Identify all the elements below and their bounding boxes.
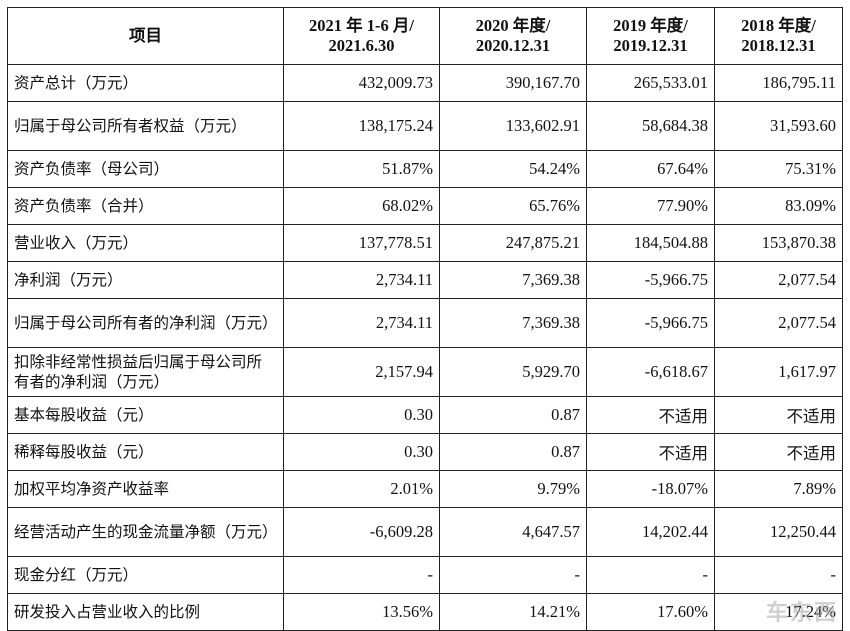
cell-2021h1: 2,157.94 [283,347,440,397]
cell-2020: 7,369.38 [439,298,587,348]
row-label: 扣除非经常性损益后归属于母公司所有者的净利润（万元） [7,347,284,397]
cell-2020: 14.21% [439,593,587,631]
cell-2018: 31,593.60 [714,101,843,151]
cell-2021h1: - [283,556,440,594]
cell-2018: 不适用 [714,433,843,471]
table-row: 扣除非经常性损益后归属于母公司所有者的净利润（万元） 2,157.94 5,92… [7,347,843,397]
row-label: 归属于母公司所有者的净利润（万元） [7,298,284,348]
cell-2020: 54.24% [439,150,587,188]
table-row: 资产负债率（母公司） 51.87% 54.24% 67.64% 75.31% [7,150,843,188]
table-row: 资产负债率（合并） 68.02% 65.76% 77.90% 83.09% [7,187,843,225]
cell-2019: - [586,556,715,594]
row-label: 净利润（万元） [7,261,284,299]
cell-2019: 17.60% [586,593,715,631]
cell-2020: 5,929.70 [439,347,587,397]
cell-2020: 390,167.70 [439,64,587,102]
cell-2019: 265,533.01 [586,64,715,102]
row-label: 归属于母公司所有者权益（万元） [7,101,284,151]
header-2018: 2018 年度/ 2018.12.31 [714,7,843,65]
cell-2020: 133,602.91 [439,101,587,151]
table-row: 归属于母公司所有者权益（万元） 138,175.24 133,602.91 58… [7,101,843,151]
cell-2018: 17.24% [714,593,843,631]
cell-2018: 75.31% [714,150,843,188]
row-label: 资产负债率（合并） [7,187,284,225]
cell-2018: 186,795.11 [714,64,843,102]
cell-2019: -5,966.75 [586,261,715,299]
cell-2018: 83.09% [714,187,843,225]
cell-2021h1: 432,009.73 [283,64,440,102]
table-row: 现金分红（万元） - - - - [7,556,843,594]
cell-2019: -6,618.67 [586,347,715,397]
row-label: 研发投入占营业收入的比例 [7,593,284,631]
cell-2019: -18.07% [586,470,715,508]
header-item: 项目 [7,7,284,65]
cell-2019: -5,966.75 [586,298,715,348]
cell-2018: 2,077.54 [714,261,843,299]
cell-2019: 184,504.88 [586,224,715,262]
row-label: 资产总计（万元） [7,64,284,102]
row-label: 加权平均净资产收益率 [7,470,284,508]
table-row: 资产总计（万元） 432,009.73 390,167.70 265,533.0… [7,64,843,102]
cell-2021h1: 13.56% [283,593,440,631]
cell-2020: 0.87 [439,433,587,471]
cell-2021h1: 68.02% [283,187,440,225]
cell-2019: 14,202.44 [586,507,715,557]
cell-2018: 2,077.54 [714,298,843,348]
cell-2019: 不适用 [586,396,715,434]
cell-2018: 7.89% [714,470,843,508]
row-label: 现金分红（万元） [7,556,284,594]
row-label: 经营活动产生的现金流量净额（万元） [7,507,284,557]
table-row: 净利润（万元） 2,734.11 7,369.38 -5,966.75 2,07… [7,261,843,299]
financial-table-container: 项目 2021 年 1-6 月/ 2021.6.30 2020 年度/ 2020… [7,7,843,631]
cell-2021h1: 2,734.11 [283,261,440,299]
cell-2018: 153,870.38 [714,224,843,262]
table-row: 基本每股收益（元） 0.30 0.87 不适用 不适用 [7,396,843,434]
cell-2021h1: -6,609.28 [283,507,440,557]
table-row: 营业收入（万元） 137,778.51 247,875.21 184,504.8… [7,224,843,262]
cell-2019: 不适用 [586,433,715,471]
row-label: 营业收入（万元） [7,224,284,262]
cell-2020: 7,369.38 [439,261,587,299]
cell-2021h1: 137,778.51 [283,224,440,262]
table-header-row: 项目 2021 年 1-6 月/ 2021.6.30 2020 年度/ 2020… [7,7,843,65]
cell-2020: 247,875.21 [439,224,587,262]
cell-2020: 9.79% [439,470,587,508]
cell-2019: 58,684.38 [586,101,715,151]
cell-2021h1: 2,734.11 [283,298,440,348]
cell-2020: 65.76% [439,187,587,225]
cell-2020: 4,647.57 [439,507,587,557]
row-label: 稀释每股收益（元） [7,433,284,471]
header-2020: 2020 年度/ 2020.12.31 [439,7,587,65]
cell-2021h1: 0.30 [283,433,440,471]
header-2019: 2019 年度/ 2019.12.31 [586,7,715,65]
cell-2021h1: 2.01% [283,470,440,508]
cell-2021h1: 138,175.24 [283,101,440,151]
cell-2018: 1,617.97 [714,347,843,397]
cell-2019: 67.64% [586,150,715,188]
table-row: 研发投入占营业收入的比例 13.56% 14.21% 17.60% 17.24% [7,593,843,631]
table-row: 加权平均净资产收益率 2.01% 9.79% -18.07% 7.89% [7,470,843,508]
cell-2021h1: 0.30 [283,396,440,434]
table-row: 经营活动产生的现金流量净额（万元） -6,609.28 4,647.57 14,… [7,507,843,557]
table-row: 归属于母公司所有者的净利润（万元） 2,734.11 7,369.38 -5,9… [7,298,843,348]
cell-2018: - [714,556,843,594]
cell-2018: 12,250.44 [714,507,843,557]
cell-2018: 不适用 [714,396,843,434]
row-label: 资产负债率（母公司） [7,150,284,188]
header-2021h1: 2021 年 1-6 月/ 2021.6.30 [283,7,440,65]
cell-2020: - [439,556,587,594]
table-row: 稀释每股收益（元） 0.30 0.87 不适用 不适用 [7,433,843,471]
cell-2021h1: 51.87% [283,150,440,188]
cell-2019: 77.90% [586,187,715,225]
financial-summary-table: 项目 2021 年 1-6 月/ 2021.6.30 2020 年度/ 2020… [7,7,843,631]
cell-2020: 0.87 [439,396,587,434]
row-label: 基本每股收益（元） [7,396,284,434]
